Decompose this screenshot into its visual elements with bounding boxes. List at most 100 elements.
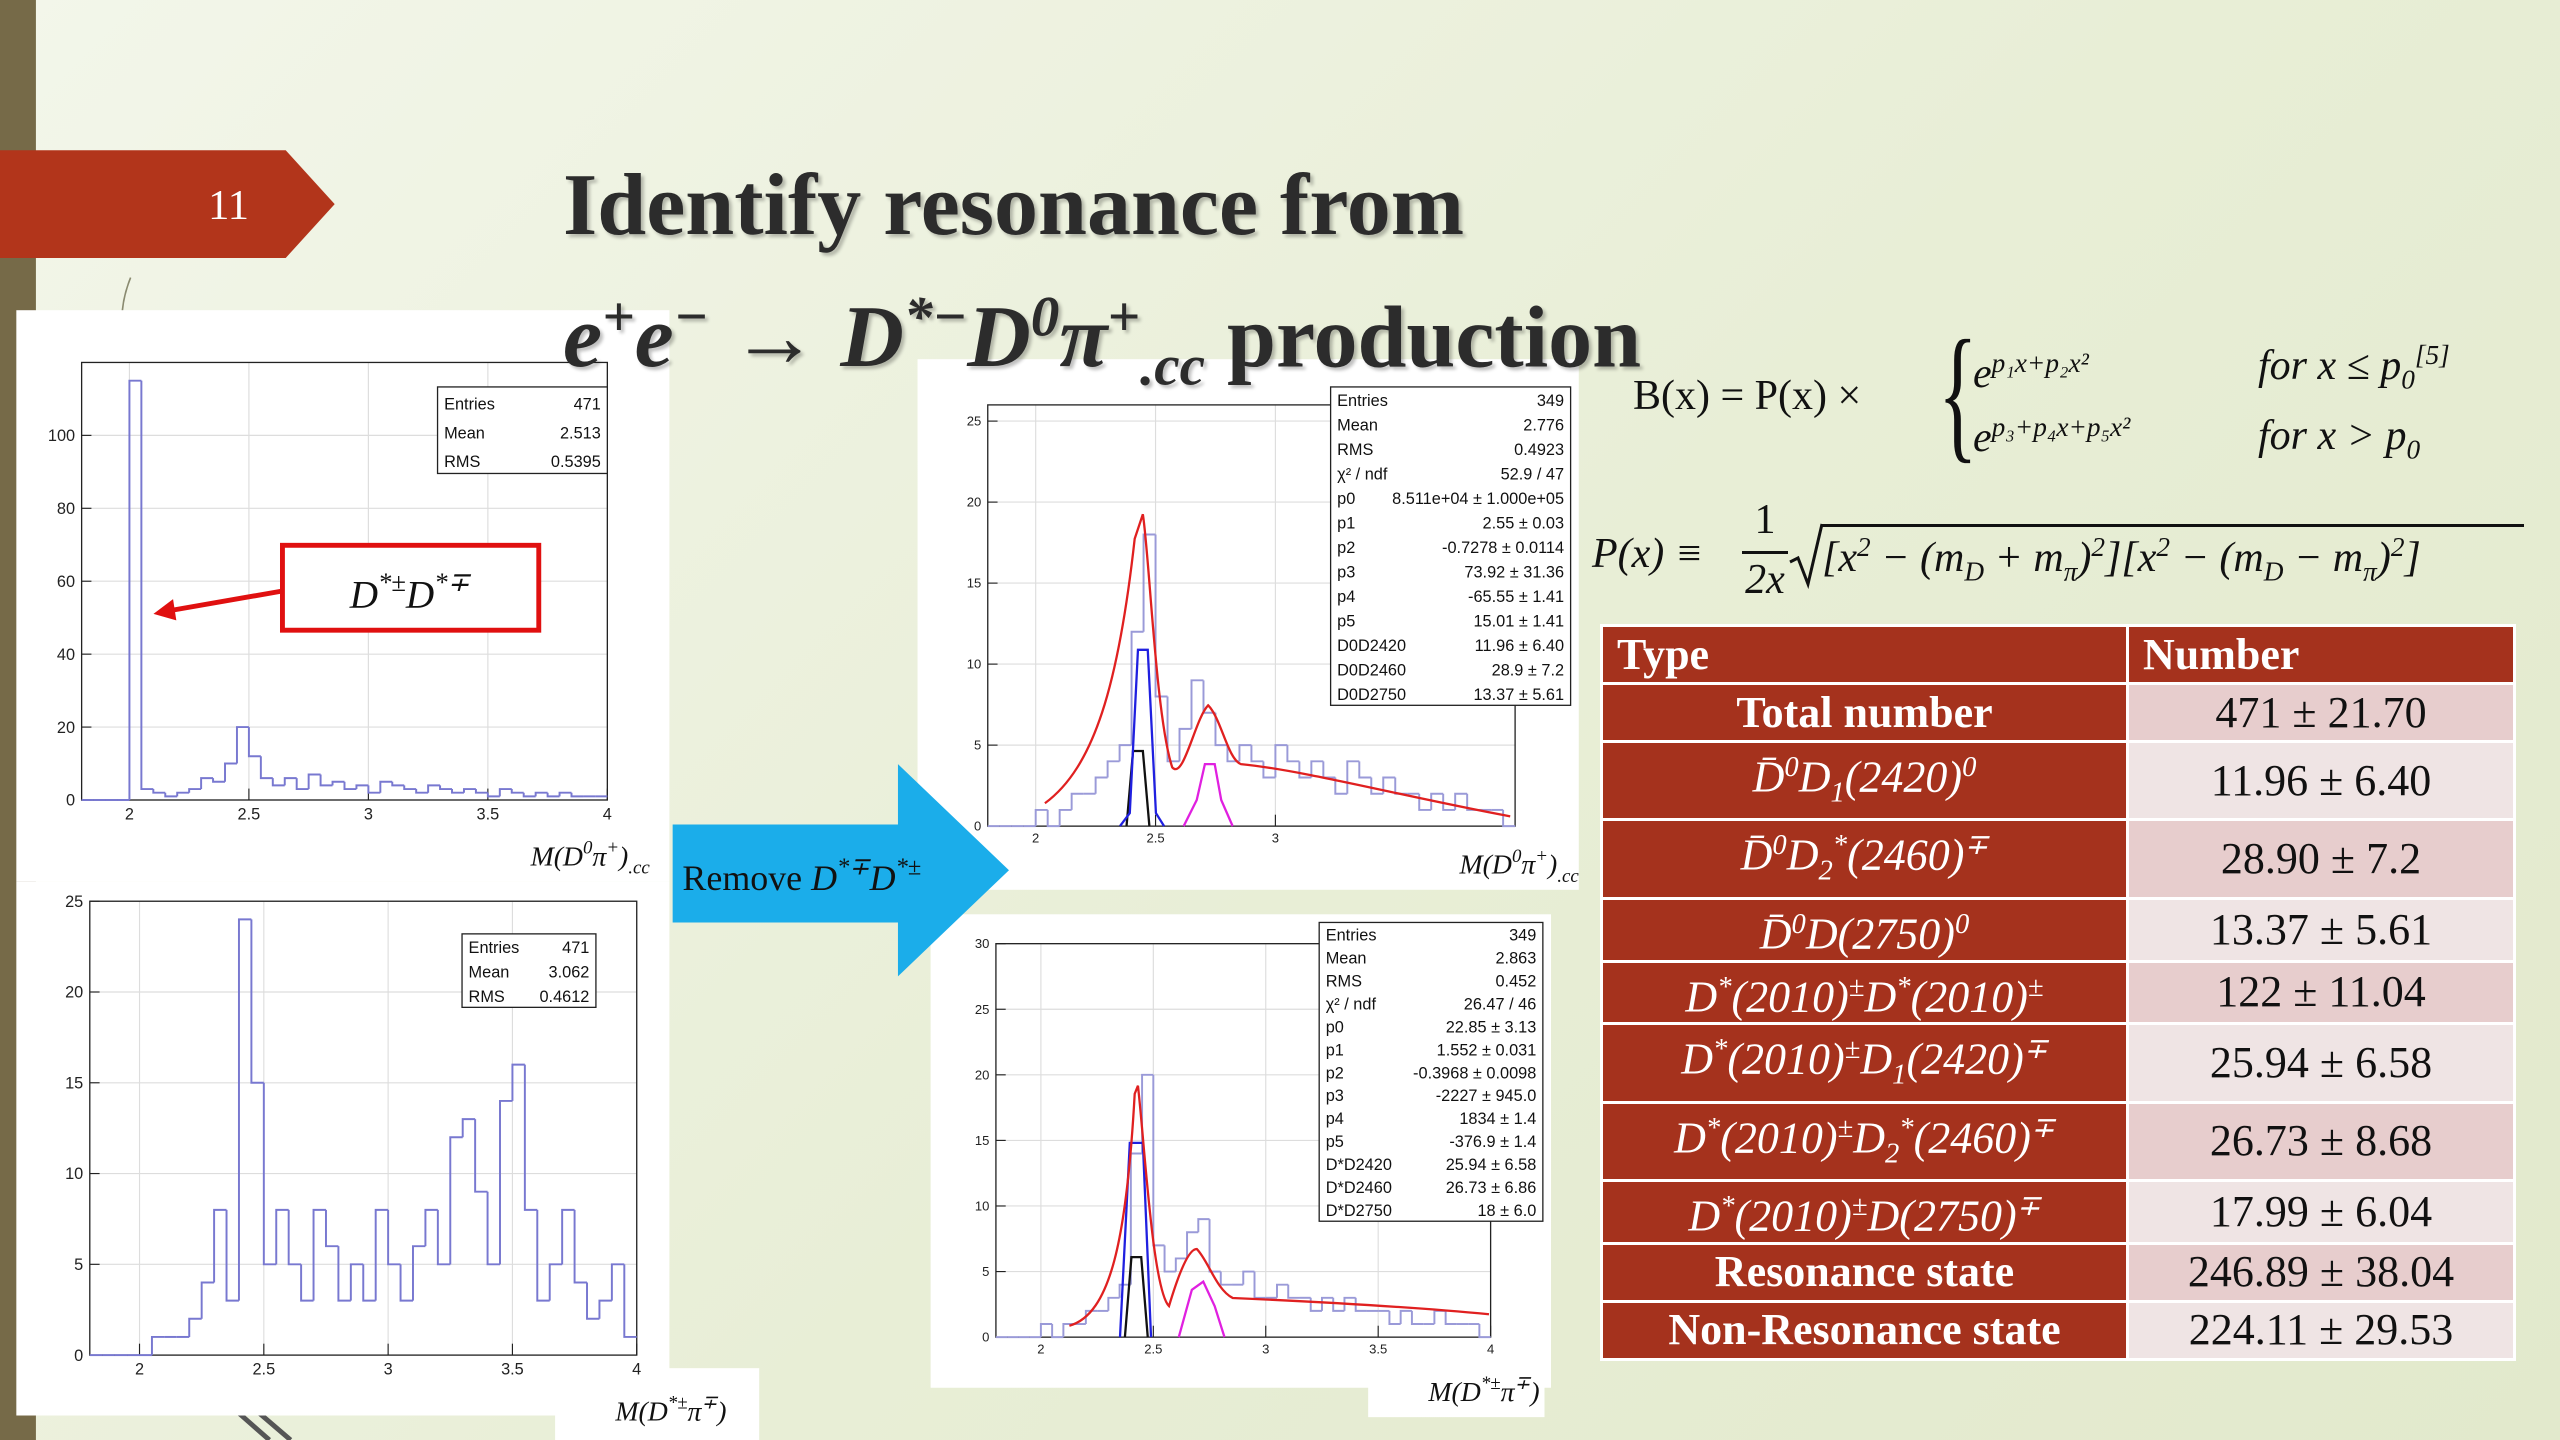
type-cell: D̄0D2*(2460)∓ [1600,818,2129,900]
math-sup: 2 [1857,532,1871,562]
math-text: (2010) [1734,1191,1852,1241]
stats-value: 2.513 [560,424,601,442]
histogram-bin [451,789,464,794]
stats-label: D*D2750 [1326,1202,1392,1220]
y-tick-label: 25 [975,1002,990,1017]
y-tick-label: 60 [57,573,75,591]
math-text: ) [2376,535,2391,581]
math-text: [x [1822,535,1857,581]
arrow-label-text: Remove [682,858,811,898]
histogram-bin [212,778,226,783]
table-row: D*(2010)±D2*(2460)∓ 26.73 ± 8.68 [1600,1100,2516,1183]
math-sup: ∓ [701,1393,718,1414]
fraction-denominator: 2x [1745,557,1785,603]
title-line: Identify resonance from [563,157,1465,254]
math-text: D̄ [1752,752,1785,802]
x-tick-label: 2 [125,806,134,824]
histogram-bin [312,1208,326,1301]
stats-label: p5 [1326,1133,1344,1151]
histogram-bin [424,1208,438,1247]
stats-box [1329,386,1572,706]
histogram-bin [295,778,309,791]
histogram-bin [355,784,369,790]
stats-value: 28.9 ± 7.2 [1492,661,1564,679]
histogram-bin [536,1209,550,1302]
math-text: D [1864,972,1897,1022]
math-sub: D [2263,556,2284,587]
math-text: D̄ [1740,831,1773,881]
y-tick-label: 40 [57,646,75,664]
math-sup: ± [1837,1112,1854,1144]
stats-label: p4 [1337,588,1355,606]
title-text: production [1205,289,1642,387]
histogram-bin [1174,1257,1188,1272]
stats-label: D0D2420 [1337,637,1406,655]
table-row: D̄0D1(2420)0 11.96 ± 6.40 [1600,739,2516,822]
math-sup: ± [1844,1034,1861,1066]
y-tick-label: 10 [975,1199,990,1214]
plot-frame [89,900,638,1356]
fit-total [1069,1085,1490,1327]
histogram-bin [1070,792,1084,810]
y-tick-label: 20 [967,495,982,510]
table-row: D*(2010)±D*(2010)± 122 ± 11.04 [1600,959,2516,1026]
histogram-bin [1334,777,1348,795]
x-tick-label: 3 [1262,1341,1269,1356]
results-table: Type Number Total number 471 ± 21.70 D̄0D1(2… [1600,624,2516,1361]
math-sup: *∓ [434,567,471,597]
type-cell: Total number [1600,682,2129,743]
histogram-bin [1046,809,1060,828]
stats-label: Entries [444,395,495,413]
stats-value: 15.01 ± 1.41 [1473,612,1564,630]
y-tick-label: 0 [74,1347,83,1365]
math-text: ) [715,1396,726,1427]
stats-label: p3 [1337,563,1355,581]
histogram-bin [412,1245,426,1301]
x-tick-label: 3 [384,1361,393,1379]
histogram-bin [1354,1297,1367,1312]
math-text: (2010) [1731,972,1849,1022]
math-sup: − [673,286,709,349]
histogram-bin [391,781,405,787]
stats-value: 22.85 ± 3.13 [1446,1018,1537,1036]
histogram-bin [307,773,321,790]
y-tick-label: 10 [65,1165,83,1183]
stats-label: p5 [1337,612,1355,630]
sqrt-sign [1789,523,1824,590]
histogram-bin [1274,744,1288,778]
table-row: D̄0D(2750)0 13.37 ± 5.61 [1600,896,2516,963]
histogram-bin [1118,1283,1131,1298]
histogram-bin [1370,777,1384,795]
formula-lhs: P(x) ≡ [1592,531,1704,577]
histogram-bin [486,1191,500,1266]
x-tick-label: 4 [603,806,612,824]
math-text: D [1805,909,1838,959]
histogram-bin [259,756,273,780]
math-sup: p₁x+p₂x² [1991,348,2089,378]
x-axis-label: M(D*±π∓) [614,1393,726,1428]
histogram-bin [324,1209,339,1248]
math-text: D [1674,1113,1706,1163]
header-cell: Type [1600,624,2129,685]
histogram-bin [427,784,441,793]
math-sup: 0 [1772,830,1787,862]
histogram-bin [1410,1310,1424,1326]
math-text: D [869,858,896,898]
math-sup: ± [2027,971,2044,1003]
stats-label: RMS [1326,972,1362,990]
stats-label: p0 [1326,1018,1344,1036]
stats-value: 2.55 ± 0.03 [1483,514,1565,532]
math-text: → [708,289,841,387]
stats-value: 26.73 ± 6.86 [1446,1179,1537,1197]
math-text: for x ≤ p [2258,343,2402,389]
number-cell: 28.90 ± 7.2 [2126,818,2516,900]
math-sup: ± [1851,1191,1868,1223]
math-text: (2460) [1913,1113,2031,1163]
histogram-bin [387,1209,401,1266]
stats-label: p4 [1326,1110,1344,1128]
histogram-bin [1242,1270,1255,1285]
histogram-bin [224,762,237,782]
y-tick-label: 0 [974,819,981,834]
